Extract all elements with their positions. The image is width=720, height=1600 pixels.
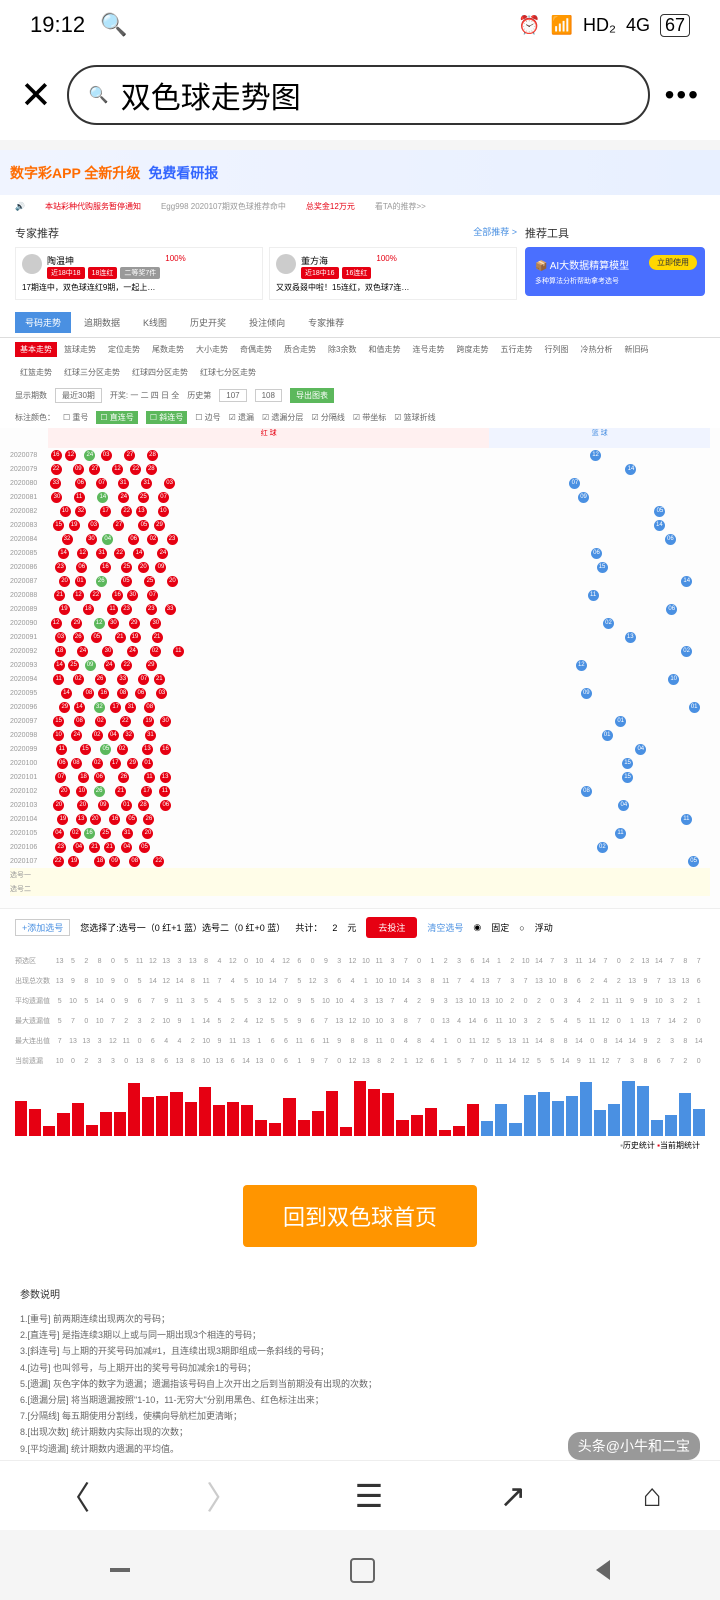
search-box[interactable]: 🔍 双色球走势图	[67, 65, 650, 125]
tab-2[interactable]: K线图	[133, 312, 177, 333]
back-icon[interactable]: 〈	[58, 1473, 90, 1519]
clear-button[interactable]: 清空选号	[427, 921, 463, 934]
tab-4[interactable]: 投注倾向	[239, 312, 295, 333]
bet-button[interactable]: 去投注	[366, 917, 417, 938]
avatar	[276, 254, 296, 274]
forward-icon[interactable]: 〉	[206, 1473, 238, 1519]
home-icon[interactable]: ⌂	[643, 1477, 662, 1514]
expert-card[interactable]: 陶温坤 近18中18 18连红 二等奖7件 100% 17期连中，双色球连红9期…	[15, 247, 263, 300]
selection-bar: +添加选号 您选择了:选号一（0 红+1 蓝）选号二（0 红+0 蓝） 共计： …	[0, 908, 720, 946]
content-area: 数字彩 APP 全新看走势 数字彩 APP 全新看走势 数字彩APP 全新升级 …	[0, 150, 720, 1467]
mark-row: 标注颜色： ☐ 重号☐ 直连号☐ 斜连号☐ 边号☑ 遗漏☑ 遗漏分层☑ 分隔线☑…	[0, 407, 720, 428]
sys-home-icon[interactable]	[350, 1558, 375, 1583]
freq-bar-chart	[0, 1076, 720, 1136]
close-icon[interactable]: ✕	[20, 73, 52, 118]
search-header: ✕ 🔍 双色球走势图 •••	[0, 50, 720, 140]
export-button[interactable]: 导出图表	[290, 388, 334, 403]
promo-banner[interactable]: 数字彩APP 全新升级 免费看研报	[0, 150, 720, 195]
more-icon[interactable]: •••	[665, 79, 700, 111]
system-nav	[0, 1540, 720, 1600]
tab-0[interactable]: 号码走势	[15, 312, 71, 333]
expert-section: 专家推荐 全部推荐 > 陶温坤 近18中18 18连红 二等奖7件 100%	[0, 217, 720, 308]
browser-nav: 〈 〉 ☰ ↗ ⌂	[0, 1460, 720, 1530]
trend-chart[interactable]: 红 球 篮 球 20200781612240327281220200792209…	[0, 428, 720, 908]
search-icon: 🔍	[100, 12, 127, 38]
cube-icon: 📦	[535, 261, 547, 272]
period-select[interactable]: 最近30期	[55, 388, 102, 403]
speaker-icon: 🔊	[15, 202, 25, 211]
sub-tabs-2: 红篮走势红球三分区走势红球四分区走势红球七分区走势	[0, 361, 720, 384]
wifi-icon: 📶	[551, 15, 573, 36]
search-icon: 🔍	[89, 85, 109, 105]
main-tabs: 号码走势追期数据K线图历史开奖投注倾向专家推荐	[0, 308, 720, 338]
filter-row: 显示期数 最近30期 开奖: 一 二 四 日 全 历史第 107 108 导出图…	[0, 384, 720, 407]
tab-3[interactable]: 历史开奖	[180, 312, 236, 333]
recent-icon[interactable]	[110, 1568, 130, 1572]
search-text: 双色球走势图	[121, 73, 301, 117]
alarm-icon: ⏰	[518, 15, 540, 36]
menu-icon[interactable]: ☰	[355, 1477, 384, 1515]
home-button[interactable]: 回到双色球首页	[243, 1185, 477, 1247]
stats-area: 预选区1352805111213313841201041260931210113…	[0, 946, 720, 1076]
add-selection-button[interactable]: +添加选号	[15, 919, 70, 936]
notice-bar: 🔊 本站彩种代购服务暂停通知 Egg998 2020107期双色球推荐命中 总奖…	[0, 195, 720, 217]
hd-icon: HD₂	[583, 15, 616, 36]
status-time: 19:12	[30, 12, 85, 38]
tab-1[interactable]: 追期数据	[74, 312, 130, 333]
expert-card[interactable]: 董方海 近18中16 16连红 100% 又双叒叕中啦！15连红，双色球7连…	[269, 247, 517, 300]
share-icon[interactable]: ↗	[499, 1477, 526, 1515]
avatar	[22, 254, 42, 274]
author-badge: 头条@小牛和二宝	[568, 1432, 700, 1460]
status-bar: 19:12 🔍 ⏰ 📶 HD₂ 4G 67	[0, 0, 720, 50]
sys-back-icon[interactable]	[596, 1560, 610, 1580]
signal-icon: 4G	[626, 15, 650, 36]
battery-icon: 67	[660, 14, 690, 37]
tab-5[interactable]: 专家推荐	[298, 312, 354, 333]
ai-tool-box[interactable]: 📦 AI大数据精算模型 立即使用 多种算法分析帮助拿考选号	[525, 247, 705, 296]
ai-use-button[interactable]: 立即使用	[649, 255, 697, 270]
sub-tabs-1: 基本走势篮球走势定位走势尾数走势大小走势奇偶走势质合走势除3余数和值走势连号走势…	[0, 338, 720, 361]
